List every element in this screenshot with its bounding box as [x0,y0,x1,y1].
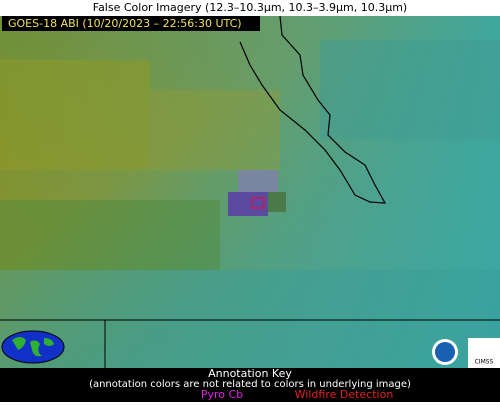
image-label: GOES-18 ABI (10/20/2023 – 22:56:30 UTC) [8,17,242,30]
noaa-logo-inner [435,342,455,362]
image-patch [0,60,150,170]
image-patch [320,40,500,140]
legend-title: Annotation Key [208,367,292,380]
legend-note: (annotation colors are not related to co… [89,379,411,390]
globe-land [12,337,54,357]
image-patch [150,90,280,170]
title-bar [0,0,500,16]
pyro-cb-marker [251,197,265,209]
image-patch [0,200,220,270]
cimss-logo [468,338,500,368]
legend-item: Wildfire Detection [295,388,394,401]
label-box [2,16,260,31]
title: False Color Imagery (12.3–10.3µm, 10.3–3… [93,1,407,14]
image-patch [268,192,286,212]
legend-bar [0,368,500,402]
boundary-line [239,15,387,204]
cimss-text: CIMSS [475,359,494,366]
image-patch [238,170,278,192]
legend-item: Pyro Cb [201,388,243,401]
image-patch [0,270,500,368]
image-patch [228,192,268,216]
